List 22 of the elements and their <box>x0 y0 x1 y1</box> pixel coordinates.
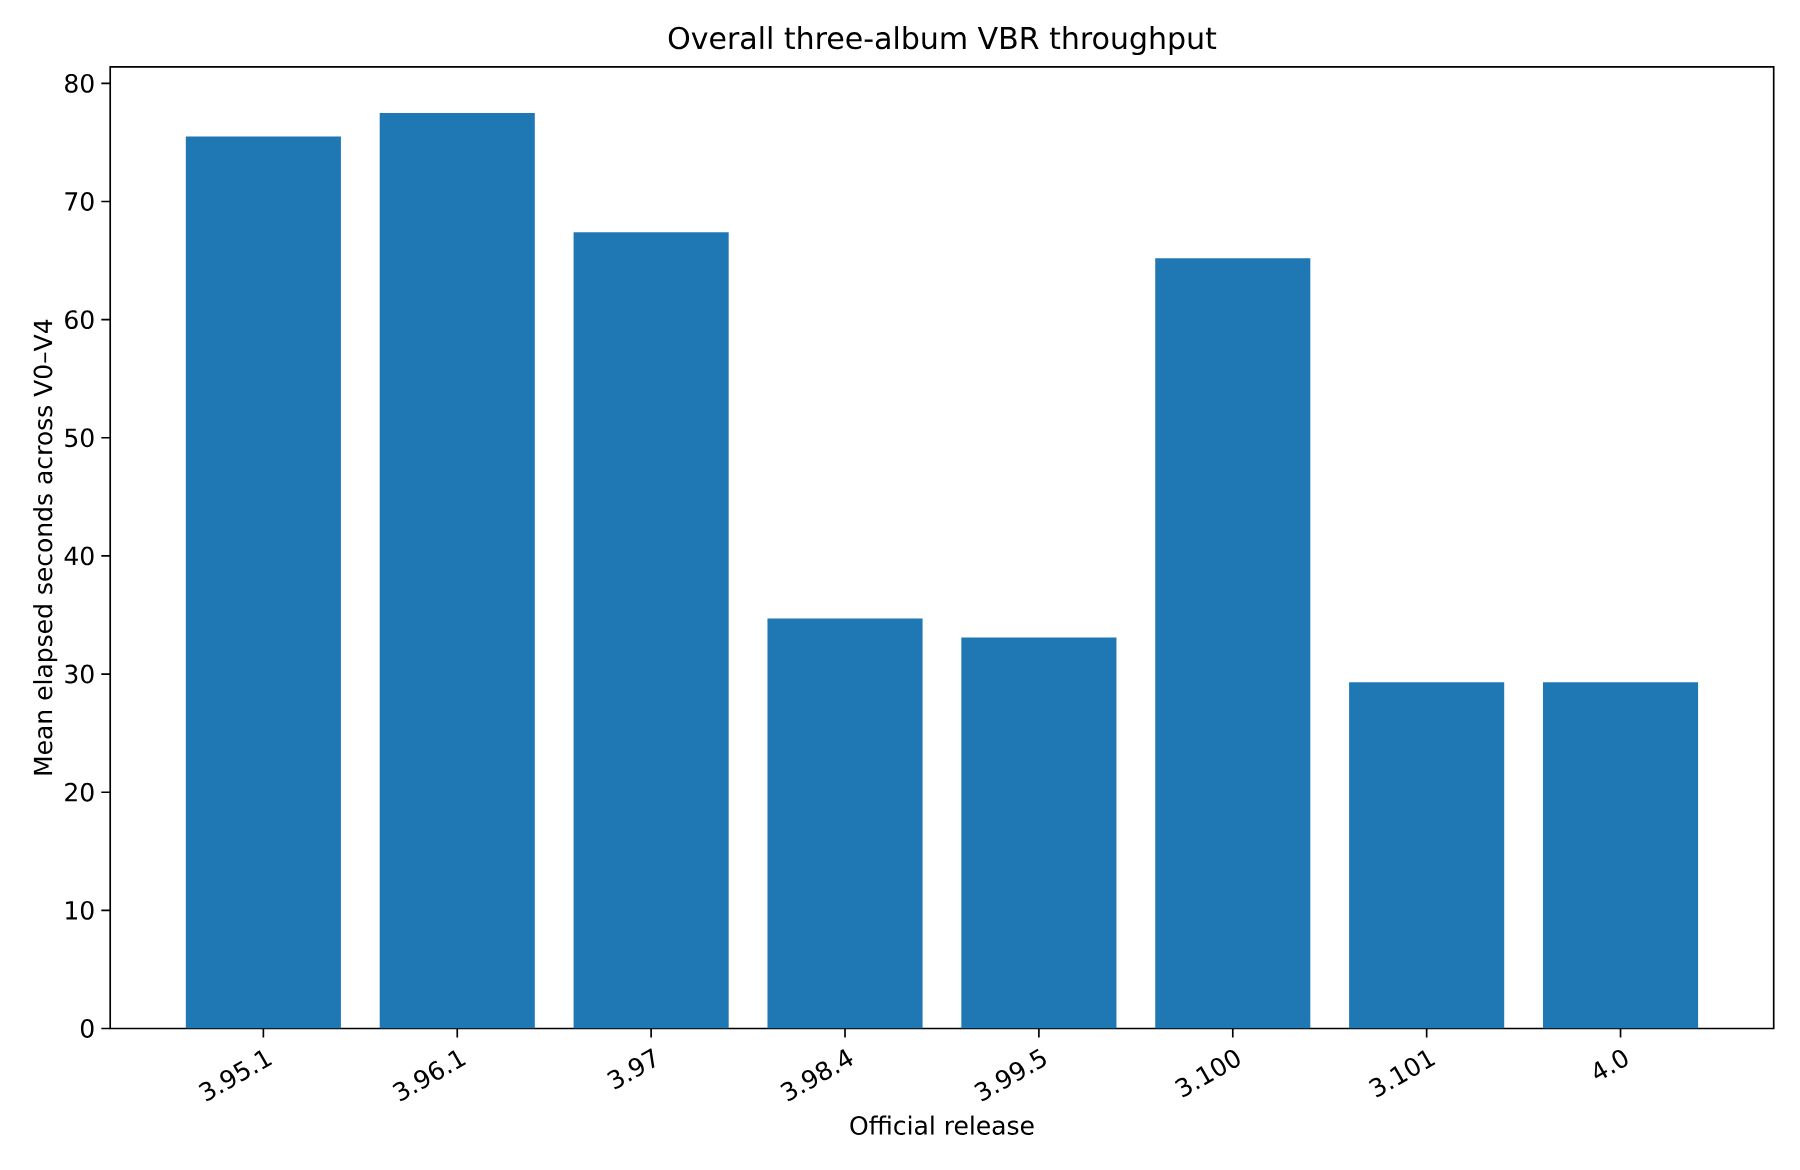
y-tick-label: 30 <box>65 664 94 684</box>
x-tick-label: 3.97 <box>606 1048 655 1090</box>
y-axis-title: Mean elapsed seconds across V0–V4 <box>33 319 58 775</box>
bar <box>573 232 729 1029</box>
bar <box>379 112 535 1029</box>
bar <box>961 637 1117 1029</box>
y-tick-label: 70 <box>65 192 94 211</box>
y-tick-label: 80 <box>65 73 94 93</box>
chart-title: Overall three-album VBR throughput <box>668 26 1217 56</box>
bar <box>1349 682 1505 1029</box>
y-tick-label: 20 <box>65 782 94 802</box>
y-tick-label: 40 <box>64 546 94 566</box>
y-tick-label: 50 <box>65 428 94 448</box>
x-axis-title: Official release <box>850 1115 1034 1135</box>
bar <box>1542 682 1699 1029</box>
bar <box>185 136 341 1029</box>
y-tick-label: 60 <box>65 310 94 330</box>
x-tick-label: 4.0 <box>1594 1049 1628 1079</box>
bar <box>767 618 923 1029</box>
y-tick-label: 0 <box>80 1019 94 1038</box>
y-tick-label: 10 <box>66 900 94 920</box>
bar <box>1155 258 1311 1029</box>
